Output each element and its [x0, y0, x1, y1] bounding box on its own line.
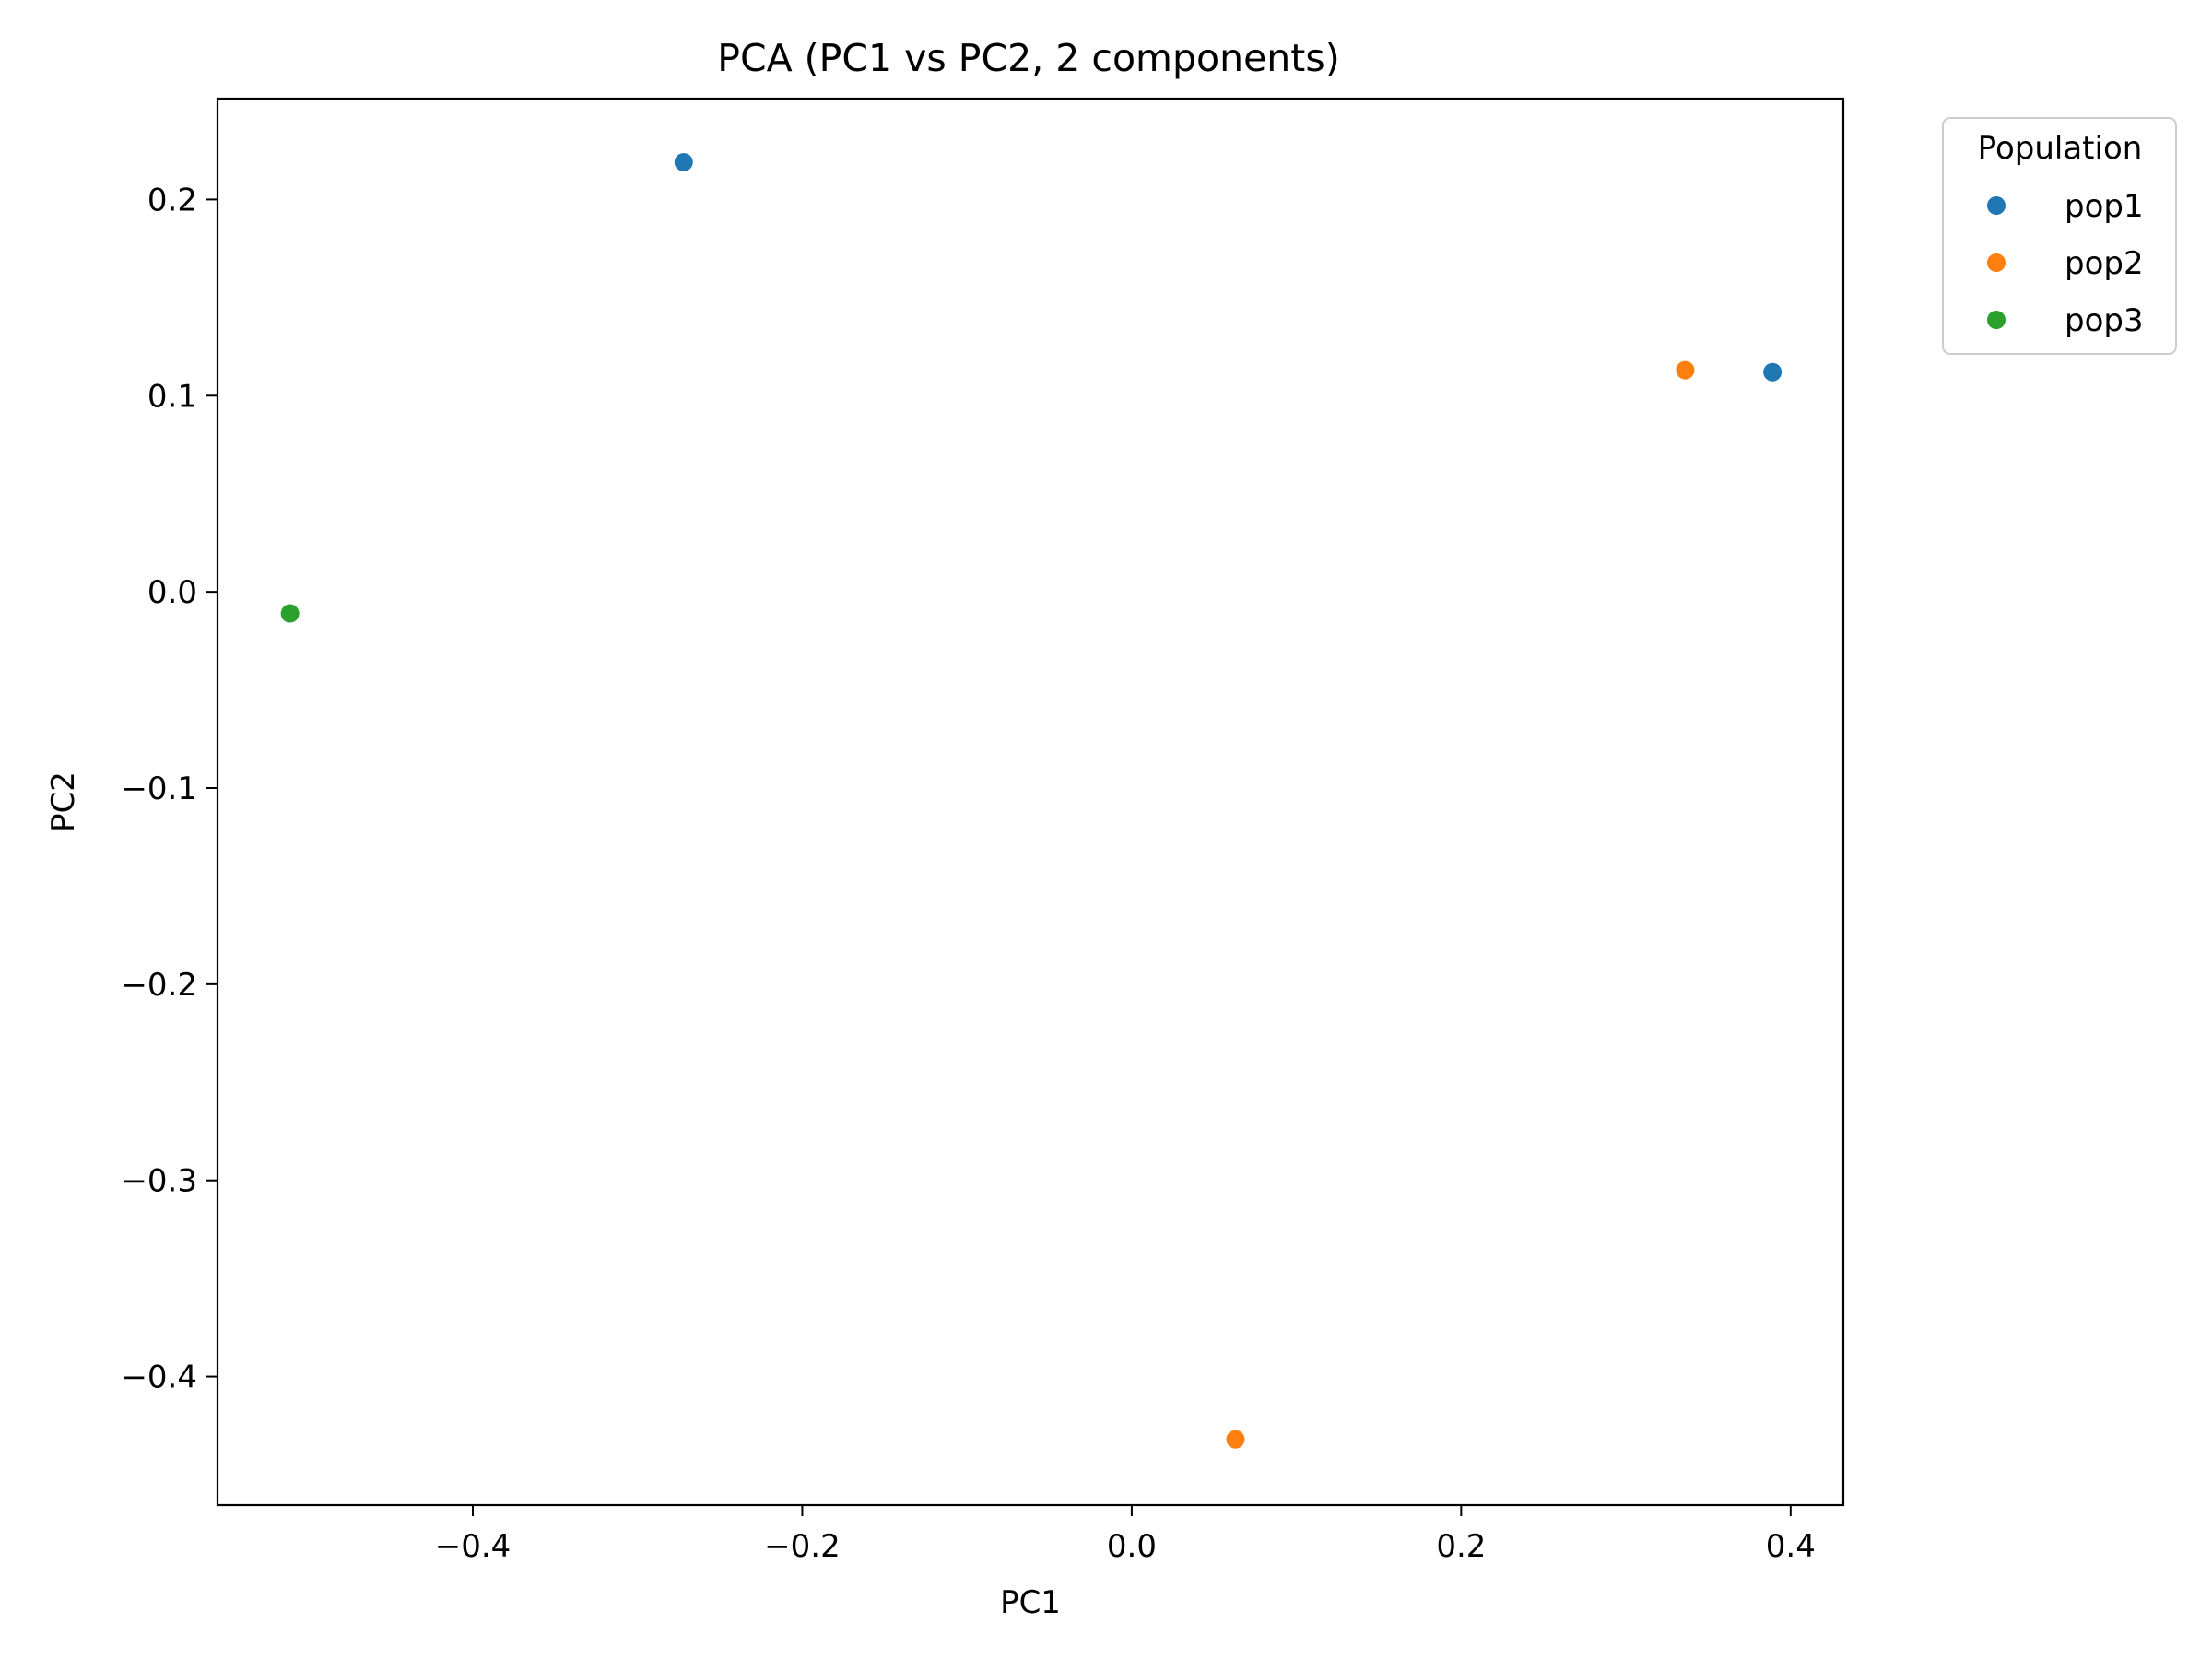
data-point-pop2 — [1676, 360, 1695, 380]
data-point-pop3 — [280, 604, 300, 623]
legend-label-pop3: pop3 — [2065, 302, 2144, 339]
legend-label-pop1: pop1 — [2065, 188, 2144, 225]
legend-label-pop2: pop2 — [2065, 245, 2144, 282]
data-points — [280, 152, 1783, 1449]
chart-title: PCA (PC1 vs PC2, 2 components) — [717, 36, 1339, 80]
legend: Population pop1 pop2 pop3 — [1942, 117, 2177, 355]
y-tick-label: −0.2 — [121, 967, 197, 1004]
legend-frame — [1942, 117, 2177, 355]
y-axis: −0.4 −0.3 −0.2 −0.1 0.0 0.1 0.2 — [121, 182, 218, 1396]
x-tick-label: 0.4 — [1766, 1528, 1816, 1565]
x-tick-label: −0.2 — [764, 1528, 841, 1565]
legend-marker-pop1 — [1987, 196, 2006, 215]
legend-items: pop1 pop2 pop3 — [1987, 188, 2144, 339]
legend-marker-pop3 — [1987, 311, 2006, 329]
y-tick-label: 0.2 — [147, 182, 197, 218]
x-axis-label: PC1 — [1000, 1584, 1061, 1621]
x-tick-label: 0.2 — [1436, 1528, 1486, 1565]
data-point-pop1 — [1763, 362, 1783, 382]
x-tick-label: 0.0 — [1107, 1528, 1157, 1565]
data-point-pop1 — [674, 152, 693, 171]
y-tick-label: 0.1 — [147, 378, 197, 415]
legend-title: Population — [1978, 130, 2143, 167]
data-point-pop2 — [1226, 1430, 1245, 1449]
legend-marker-pop2 — [1987, 253, 2006, 272]
y-axis-label: PC2 — [45, 771, 82, 832]
y-tick-label: −0.1 — [121, 771, 197, 807]
x-tick-label: −0.4 — [435, 1528, 512, 1565]
y-tick-label: 0.0 — [147, 574, 197, 611]
x-axis: −0.4 −0.2 0.0 0.2 0.4 — [435, 1505, 1816, 1565]
y-tick-label: −0.3 — [121, 1163, 197, 1200]
plot-frame — [216, 97, 1845, 1507]
y-tick-label: −0.4 — [121, 1359, 197, 1396]
